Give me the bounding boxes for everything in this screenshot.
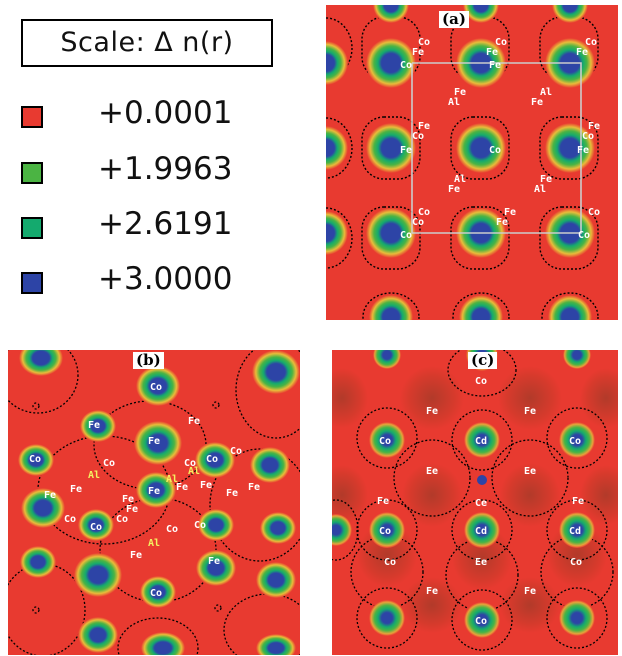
panel-a-map: Co Co Fe Fe Co Fe Co Fe Fe Al Al Fe Fe F… bbox=[326, 5, 618, 320]
atom-label: Fe bbox=[130, 550, 142, 561]
legend-swatch bbox=[21, 106, 43, 128]
legend-value: +2.6191 bbox=[98, 206, 233, 242]
atom-label: Fe bbox=[88, 420, 100, 431]
atom-label: Fe bbox=[148, 436, 160, 447]
atom-label: Co bbox=[90, 522, 102, 533]
legend-swatch bbox=[21, 162, 43, 184]
legend-swatch bbox=[21, 272, 43, 294]
atom-label: Cd bbox=[475, 526, 487, 537]
atom-label: Fe bbox=[576, 47, 588, 58]
atom-label: Fe bbox=[426, 586, 438, 597]
atom-label: Ee bbox=[475, 557, 487, 568]
atom-label: Co bbox=[570, 557, 582, 568]
atom-label: Fe bbox=[418, 121, 430, 132]
atom-label: Fe bbox=[524, 406, 536, 417]
atom-label: Al bbox=[148, 538, 160, 549]
atom-label: Co bbox=[64, 514, 76, 525]
atom-label: Co bbox=[116, 514, 128, 525]
atom-label: Co bbox=[475, 616, 487, 627]
atom-label: Fe bbox=[248, 482, 260, 493]
atom-label: Fe bbox=[540, 174, 552, 185]
panel-b-label: (b) bbox=[133, 352, 164, 369]
atom-label: Co bbox=[489, 145, 501, 156]
atom-label: Al bbox=[88, 470, 100, 481]
atom-label: Al bbox=[188, 466, 200, 477]
atom-label: Ee bbox=[524, 466, 536, 477]
atom-label: Al bbox=[448, 97, 460, 108]
atom-label: Fe bbox=[524, 586, 536, 597]
atom-label: Fe bbox=[200, 480, 212, 491]
atom-label: Fe bbox=[126, 504, 138, 515]
atom-label: Fe bbox=[448, 184, 460, 195]
atom-label: Co bbox=[400, 60, 412, 71]
atom-label: Fe bbox=[226, 488, 238, 499]
panel-c-label: (c) bbox=[468, 352, 498, 369]
atom-label: Fe bbox=[176, 482, 188, 493]
panel-c-map: Co Fe Fe Co Cd Co Ee Ee Fe Ce Fe Co Cd C… bbox=[332, 350, 618, 655]
atom-label: Co bbox=[150, 588, 162, 599]
atom-label: Fe bbox=[486, 47, 498, 58]
atom-label: Co bbox=[400, 230, 412, 241]
atom-label: Co bbox=[585, 37, 597, 48]
atom-label: Fe bbox=[489, 60, 501, 71]
atom-label: Fe bbox=[377, 496, 389, 507]
atom-label: Co bbox=[150, 382, 162, 393]
atom-label: Co bbox=[166, 524, 178, 535]
atom-label: Co bbox=[29, 454, 41, 465]
atom-label: Al bbox=[534, 184, 546, 195]
atom-label: Co bbox=[412, 131, 424, 142]
atom-label: Co bbox=[184, 458, 196, 469]
atom-label: Co bbox=[418, 37, 430, 48]
atom-label: Al bbox=[166, 474, 178, 485]
panel-b: Co Fe Fe Fe Co Co Co Co Co Al Al Al Fe F… bbox=[8, 350, 300, 655]
atom-label: Co bbox=[412, 217, 424, 228]
atom-label: Fe bbox=[44, 490, 56, 501]
atom-label: Co bbox=[582, 131, 594, 142]
atom-label: Ce bbox=[475, 498, 487, 509]
atom-label: Fe bbox=[454, 87, 466, 98]
atom-label: Fe bbox=[122, 494, 134, 505]
atom-label: Co bbox=[495, 37, 507, 48]
atom-label: Ee bbox=[426, 466, 438, 477]
atom-label: Co bbox=[475, 376, 487, 387]
atom-label: Fe bbox=[572, 496, 584, 507]
atom-label: Co bbox=[588, 207, 600, 218]
atom-label: Fe bbox=[496, 217, 508, 228]
atom-label: Fe bbox=[412, 47, 424, 58]
atom-label: Co bbox=[379, 526, 391, 537]
atom-label: Co bbox=[418, 207, 430, 218]
atom-label: Fe bbox=[588, 121, 600, 132]
atom-label: Fe bbox=[504, 207, 516, 218]
panel-b-map: Co Fe Fe Fe Co Co Co Co Co Al Al Al Fe F… bbox=[8, 350, 300, 655]
atom-label: Co bbox=[379, 436, 391, 447]
scale-title-box: Scale: Δ n(r) bbox=[21, 19, 273, 67]
scale-title: Scale: Δ n(r) bbox=[60, 27, 234, 58]
atom-label: Fe bbox=[577, 145, 589, 156]
legend-value: +3.0000 bbox=[98, 261, 233, 297]
panel-a-label: (a) bbox=[439, 11, 469, 28]
atom-label: Fe bbox=[426, 406, 438, 417]
atom-label: Co bbox=[578, 230, 590, 241]
atom-label: Co bbox=[384, 557, 396, 568]
legend-value: +0.0001 bbox=[98, 95, 233, 131]
panel-a: Co Co Fe Fe Co Fe Co Fe Fe Al Al Fe Fe F… bbox=[326, 5, 618, 320]
atom-label: Cd bbox=[569, 526, 581, 537]
atom-label: Fe bbox=[208, 556, 220, 567]
atom-label: Cd bbox=[475, 436, 487, 447]
atom-label: Fe bbox=[400, 145, 412, 156]
legend-value: +1.9963 bbox=[98, 151, 233, 187]
atom-label: Al bbox=[540, 87, 552, 98]
atom-label: Co bbox=[230, 446, 242, 457]
atom-label: Fe bbox=[531, 97, 543, 108]
legend-swatch bbox=[21, 217, 43, 239]
atom-label: Co bbox=[569, 436, 581, 447]
atom-label: Al bbox=[454, 174, 466, 185]
atom-label: Fe bbox=[70, 484, 82, 495]
panel-c: Co Fe Fe Co Cd Co Ee Ee Fe Ce Fe Co Cd C… bbox=[332, 350, 618, 655]
atom-label: Co bbox=[194, 520, 206, 531]
atom-label: Fe bbox=[148, 486, 160, 497]
atom-label: Co bbox=[103, 458, 115, 469]
atom-label: Fe bbox=[188, 416, 200, 427]
atom-label: Co bbox=[206, 454, 218, 465]
